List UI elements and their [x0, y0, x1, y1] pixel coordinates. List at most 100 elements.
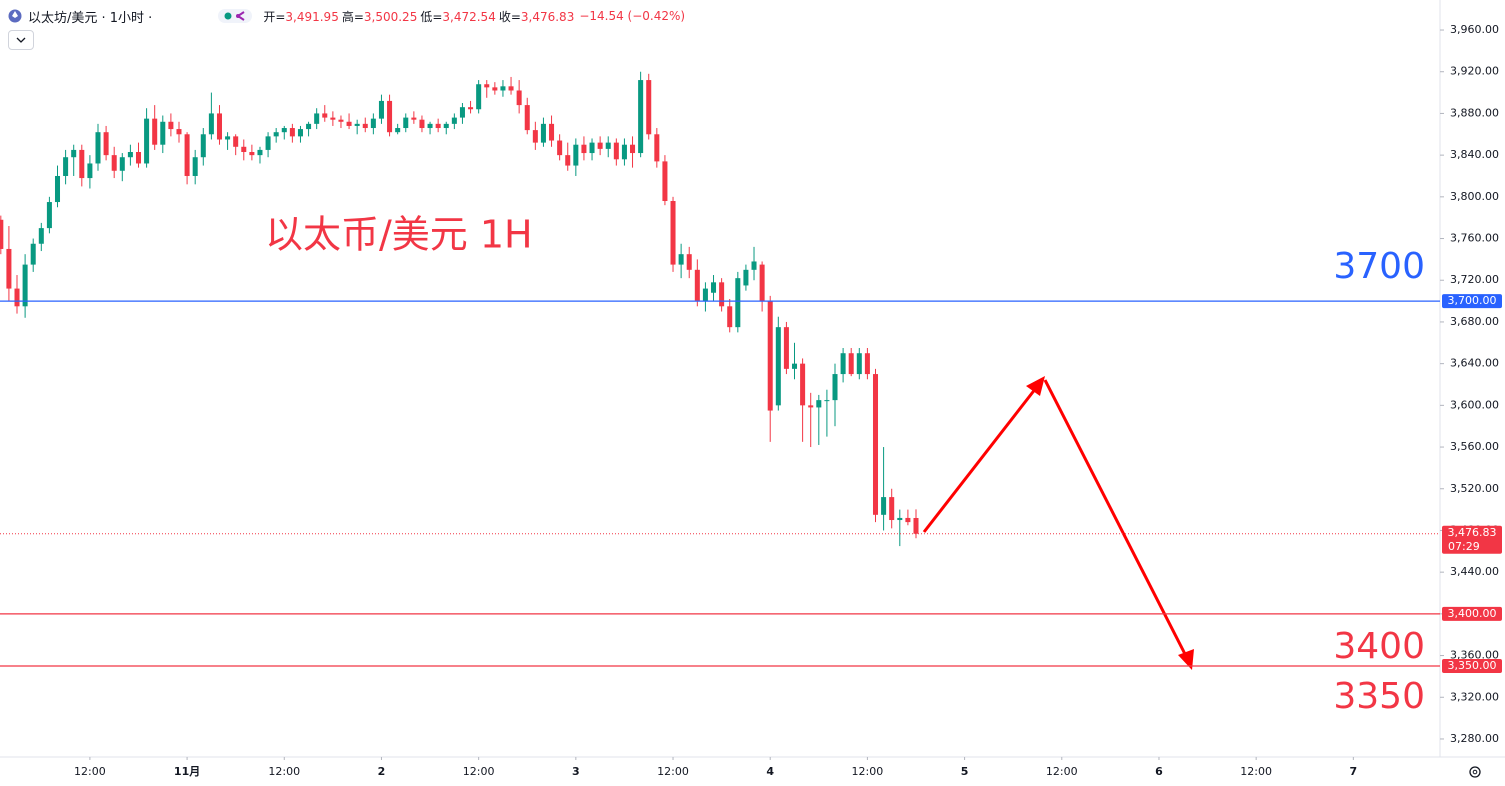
candle-body — [848, 353, 854, 375]
candle-body — [233, 136, 239, 147]
candle-body — [881, 497, 887, 515]
y-tick-label: 3,320.00 — [1450, 690, 1499, 703]
candle-body — [46, 202, 52, 229]
candle-body — [565, 155, 571, 166]
candle-body — [630, 144, 636, 154]
legend-label: 开= — [263, 9, 286, 24]
candle-body — [306, 123, 312, 130]
candle-body — [54, 175, 61, 203]
candle-body — [330, 117, 336, 120]
candle-body — [370, 118, 376, 129]
candle-body — [654, 134, 660, 162]
candle-body — [597, 142, 603, 149]
candle-body — [735, 278, 741, 328]
candle-body — [192, 157, 198, 176]
candle-body — [249, 152, 255, 156]
candle-body — [435, 123, 441, 129]
y-tick-label: 3,560.00 — [1450, 440, 1499, 453]
legend-value: 3,500.25 — [363, 9, 418, 24]
y-tick-label: 3,600.00 — [1450, 398, 1499, 411]
candle-body — [872, 374, 879, 515]
candle-body — [71, 149, 77, 158]
annotation: 以太币/美元 1H — [265, 213, 533, 257]
candle-body — [362, 123, 368, 129]
candle-body — [395, 128, 401, 133]
candle-body — [200, 134, 206, 158]
candle-body — [500, 86, 506, 91]
candle-body — [273, 132, 279, 137]
candle-body — [856, 353, 862, 375]
candle-body — [208, 113, 214, 135]
price-badge-label: 3,350.00 — [1448, 659, 1497, 672]
candle-body — [792, 363, 798, 369]
x-tick-label: 2 — [378, 765, 386, 778]
candle-body — [411, 117, 417, 120]
price-badge — [1442, 294, 1502, 309]
candle-body — [160, 121, 166, 145]
y-tick-label: 3,720.00 — [1450, 273, 1499, 286]
candle-body — [119, 157, 125, 171]
indicator-toggle[interactable] — [218, 9, 253, 23]
candle-body — [524, 105, 530, 131]
candle-body — [719, 282, 725, 307]
plot — [0, 71, 919, 547]
candle-body — [840, 353, 846, 375]
candle-body — [346, 121, 352, 126]
level-text: 3400 — [1333, 626, 1425, 667]
x-tick-label: 12:00 — [268, 765, 300, 778]
candle-body — [144, 118, 150, 164]
candle-body — [638, 80, 644, 154]
candle-body — [14, 288, 20, 307]
x-tick-label: 12:00 — [657, 765, 689, 778]
x-tick-label: 11月 — [174, 765, 200, 778]
legend-label: 低= — [420, 9, 443, 24]
candle-body — [459, 107, 465, 118]
y-tick-label: 3,360.00 — [1450, 649, 1499, 662]
candle-body — [87, 163, 93, 179]
candle-body — [427, 123, 433, 129]
candle-body — [30, 243, 36, 265]
candle-body — [314, 113, 320, 124]
symbol[interactable]: 以太坊/美元 · 1小时 · — [28, 10, 153, 26]
candle-body — [63, 157, 69, 176]
x-tick-label: 12:00 — [1240, 765, 1272, 778]
collapse-button[interactable] — [8, 30, 34, 50]
candle-body — [225, 136, 231, 140]
x-tick-label: 6 — [1155, 765, 1163, 778]
candle-body — [378, 100, 384, 119]
candle-body — [338, 119, 344, 122]
candle-body — [257, 149, 263, 156]
candle-body — [516, 90, 522, 106]
level-text: 3700 — [1333, 246, 1425, 287]
candle-body — [484, 84, 490, 88]
price-badge-label: 3,700.00 — [1448, 294, 1497, 307]
candle-body — [403, 117, 409, 129]
candle-body — [767, 301, 773, 411]
x-tick-label: 12:00 — [463, 765, 495, 778]
x-tick-label: 4 — [766, 765, 774, 778]
candle-body — [508, 86, 514, 91]
candle-body — [443, 123, 449, 129]
candle-body — [354, 123, 360, 126]
candle-body — [532, 130, 538, 143]
candle-body — [79, 149, 85, 179]
candle-body — [816, 400, 822, 408]
y-tick-label: 3,280.00 — [1450, 732, 1499, 745]
candle-body — [0, 219, 4, 249]
legend-value: 3,476.83 — [520, 9, 575, 24]
candle-body — [662, 161, 668, 202]
countdown: 07:29 — [1448, 540, 1480, 553]
price-badge-label: 3,400.00 — [1448, 607, 1497, 620]
legend-label: 收= — [498, 9, 521, 24]
y-tick-label: 3,680.00 — [1450, 315, 1499, 328]
candle-body — [702, 288, 708, 302]
candle-body — [605, 142, 611, 149]
candle-body — [864, 353, 870, 375]
settings-icon[interactable] — [1469, 766, 1481, 778]
candle-body — [387, 100, 393, 133]
last-price-label: 3,476.83 — [1448, 526, 1497, 539]
y-tick-label: 3,440.00 — [1450, 565, 1499, 578]
arrow-down — [1043, 379, 1188, 657]
candle-body — [127, 152, 133, 158]
